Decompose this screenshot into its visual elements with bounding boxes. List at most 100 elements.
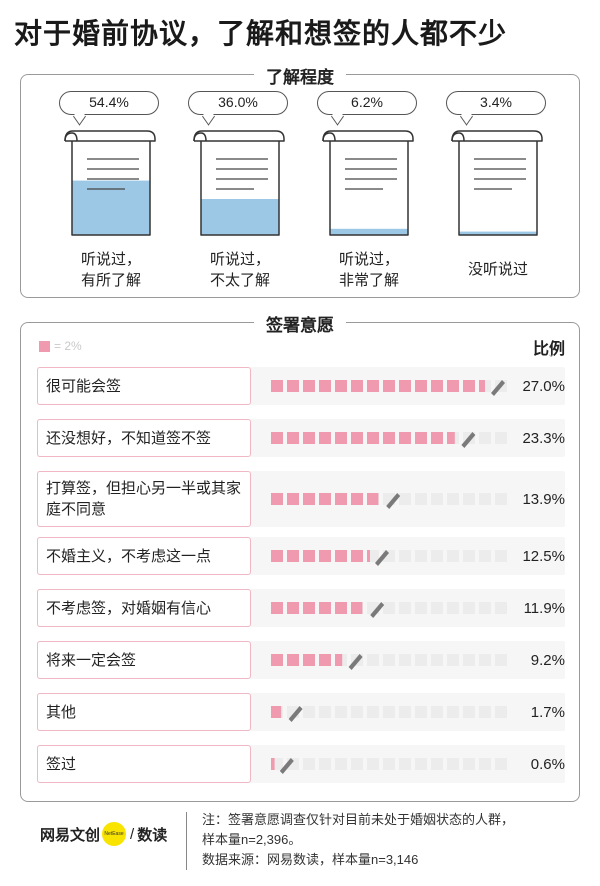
bar-unit-empty: [303, 706, 315, 718]
awareness-label-line: 不太了解: [209, 272, 270, 289]
bar-unit-empty: [479, 706, 491, 718]
bar-unit-empty: [495, 602, 507, 614]
bar-unit-empty: [415, 758, 427, 770]
row-value: 23.3%: [522, 429, 565, 447]
document-curl: [322, 132, 336, 142]
bar-unit-filled: [399, 380, 411, 392]
awareness-item: 54.4% 听说过， 有所了解: [55, 89, 167, 289]
bar-unit-filled: [415, 380, 427, 392]
bar-unit-filled: [351, 493, 363, 505]
bar-unit-filled: [287, 432, 299, 444]
brand-left: 网易文创: [40, 826, 101, 844]
willingness-row: 很可能会签 27.0%: [37, 367, 565, 405]
bar-unit-filled: [319, 654, 331, 666]
bar-unit-empty: [495, 493, 507, 505]
document-curl: [451, 132, 465, 142]
bar-unit-empty: [463, 493, 475, 505]
row-value: 11.9%: [523, 599, 565, 617]
pencil-icon: [386, 493, 401, 509]
bar-unit-filled: [351, 550, 363, 562]
awareness-value-bubble: 3.4%: [446, 91, 546, 115]
bar-unit-filled: [335, 380, 347, 392]
bar-unit-empty: [495, 758, 507, 770]
legend: = 2%: [39, 339, 82, 353]
bar-unit-filled: [271, 380, 283, 392]
pencil-icon: [375, 550, 389, 566]
brand-logo: 网易文创 NetEase / 数读: [40, 822, 167, 846]
bar-unit-filled: [319, 432, 331, 444]
bar-unit-empty: [367, 706, 379, 718]
bar-unit-filled: [271, 706, 282, 718]
awareness-fill-bar: [330, 228, 408, 235]
document-icon: [451, 130, 543, 236]
bar-unit-filled: [303, 432, 315, 444]
awareness-label: 没听说过: [442, 259, 554, 280]
bar-unit-empty: [495, 706, 507, 718]
bar-unit-empty: [431, 758, 443, 770]
row-bar-track: [271, 550, 507, 566]
bar-unit-empty: [383, 758, 395, 770]
footer-divider: [186, 812, 187, 870]
pencil-icon: [348, 654, 363, 670]
bar-unit-empty: [399, 706, 411, 718]
bar-unit-empty: [319, 758, 331, 770]
awareness-label-line: 非常了解: [338, 272, 399, 289]
bar-unit-empty: [415, 602, 427, 614]
bar-unit-empty: [431, 550, 443, 562]
willingness-row: 还没想好，不知道签不签 23.3%: [37, 419, 565, 457]
bar-unit-empty: [447, 706, 459, 718]
bar-unit-filled: [399, 432, 411, 444]
bar-unit-filled: [335, 493, 347, 505]
document-outline: [322, 130, 414, 236]
bar-unit-empty: [431, 706, 443, 718]
bar-unit-empty: [479, 654, 491, 666]
footer-note: 注：签署意愿调查仅针对目前未处于婚姻状态的人群， 样本量n=2,396。 数据来…: [202, 810, 582, 870]
footer-note-line: 样本量n=2,396。: [202, 832, 302, 847]
pencil-icon: [288, 706, 303, 722]
bar-unit-empty: [399, 758, 411, 770]
legend-swatch: [39, 340, 50, 352]
row-bar-track: [271, 493, 507, 509]
document-outline: [193, 130, 285, 236]
bar-unit-empty: [479, 493, 491, 505]
bar-unit-filled: [287, 493, 299, 505]
document-icon: [193, 130, 285, 236]
awareness-fill-bar: [201, 199, 279, 235]
bar-unit-filled: [335, 602, 347, 614]
row-label: 还没想好，不知道签不签: [37, 419, 251, 457]
bar-unit-empty: [463, 654, 475, 666]
bar-unit-empty: [319, 706, 331, 718]
bar-unit-empty: [351, 758, 363, 770]
pencil-icon: [461, 432, 476, 448]
bar-unit-filled: [335, 432, 347, 444]
row-label: 将来一定会签: [37, 641, 251, 679]
bar-unit-filled: [335, 654, 343, 666]
awareness-label: 听说过， 有所了解: [55, 249, 167, 291]
bar-unit-empty: [495, 654, 507, 666]
willingness-panel: 签署意愿 = 2% 比例 很可能会签 27.0% 还没想好，不知道签不签 23.3% 打…: [20, 311, 580, 802]
awareness-panel: 了解程度 54.4% 听说过， 有所了解 36.0% 听说过， 不太了解 6.2% 听说过， 非…: [20, 63, 580, 298]
awareness-fill-bar: [72, 180, 150, 235]
row-value: 12.5%: [522, 547, 565, 565]
bar-unit-filled: [303, 654, 315, 666]
ratio-column-header: 比例: [533, 335, 565, 360]
document-icon: [64, 130, 156, 236]
page-title: 对于婚前协议，了解和想签的人都不少: [14, 18, 508, 49]
bar-unit-filled: [415, 432, 427, 444]
bar-unit-empty: [383, 706, 395, 718]
bar-unit-filled: [287, 550, 299, 562]
row-bar-track: [271, 432, 507, 448]
brand-separator: /: [130, 825, 135, 843]
awareness-value-bubble: 54.4%: [59, 91, 159, 115]
row-bar-track: [271, 706, 507, 722]
bar-unit-empty: [447, 602, 459, 614]
bar-unit-filled: [351, 380, 363, 392]
document-outline: [64, 130, 156, 236]
row-bar-track: [271, 654, 507, 670]
bar-unit-filled: [367, 493, 379, 505]
bar-unit-filled: [271, 432, 283, 444]
row-bar-track: [271, 602, 507, 618]
bar-unit-empty: [431, 654, 443, 666]
awareness-fill-bar: [459, 231, 537, 235]
bar-unit-filled: [351, 432, 363, 444]
